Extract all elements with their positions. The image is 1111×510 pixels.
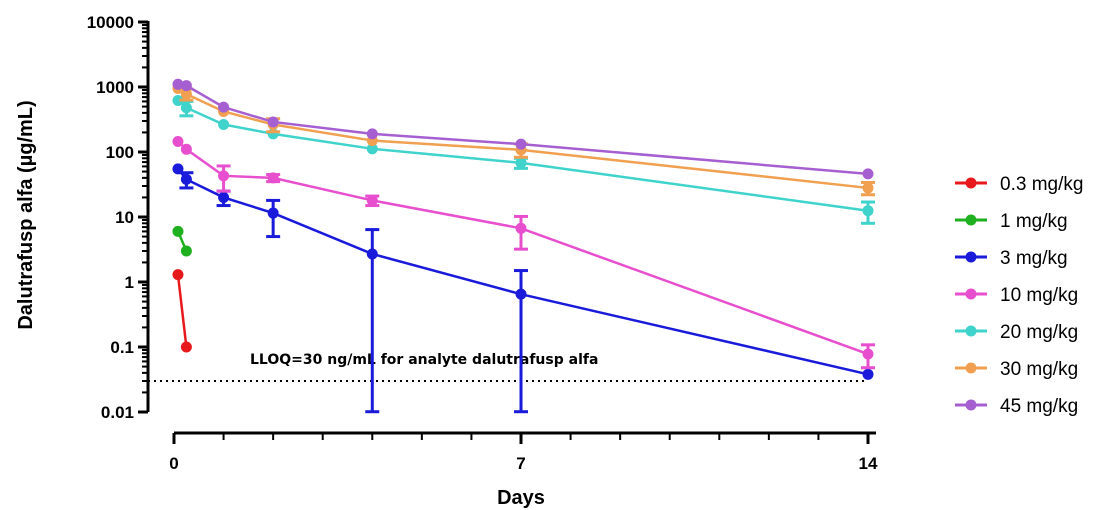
legend-item: 1 mg/kg — [955, 211, 1068, 232]
data-point — [218, 170, 230, 182]
legend: 0.3 mg/kg 1 mg/kg 3 mg/kg 10 mg/kg 20 mg/kg 3… — [955, 174, 1083, 417]
series-0.3-mg-kg — [172, 269, 192, 353]
legend-item: 20 mg/kg — [955, 322, 1078, 343]
y-tick-label: 1000 — [96, 78, 134, 97]
series-1-mg-kg — [172, 225, 192, 257]
legend-item: 0.3 mg/kg — [955, 174, 1083, 195]
series-line — [177, 99, 869, 212]
legend-label: 30 mg/kg — [1000, 359, 1078, 380]
legend-label: 1 mg/kg — [1000, 211, 1068, 232]
data-point — [515, 138, 527, 150]
data-point — [862, 168, 874, 180]
data-point — [267, 172, 279, 184]
y-tick-label: 100 — [106, 143, 134, 162]
legend-marker — [965, 214, 977, 226]
legend-item: 10 mg/kg — [955, 285, 1078, 306]
data-point — [218, 118, 230, 130]
lloq-reference: LLOQ=30 ng/mL for analyte dalutrafusp al… — [148, 352, 868, 382]
y-tick-label: 0.01 — [101, 403, 134, 422]
series-3-mg-kg — [172, 163, 874, 414]
x-tick-label: 14 — [859, 454, 878, 473]
data-point — [180, 80, 192, 92]
data-point — [267, 116, 279, 128]
data-point — [366, 143, 378, 155]
legend-label: 10 mg/kg — [1000, 285, 1078, 306]
legend-item: 30 mg/kg — [955, 359, 1078, 380]
y-tick-label: 1 — [125, 273, 134, 292]
legend-marker — [965, 325, 977, 337]
data-point — [366, 248, 378, 260]
data-point — [172, 78, 184, 90]
x-axis-title: Days — [497, 487, 545, 509]
data-point — [366, 194, 378, 206]
legend-label: 45 mg/kg — [1000, 396, 1078, 417]
series-45-mg-kg — [172, 78, 874, 180]
series-20-mg-kg — [172, 94, 875, 225]
legend-marker — [965, 362, 977, 374]
y-axis-title: Dalutrafusp alfa (µg/mL) — [15, 100, 37, 329]
data-point — [180, 143, 192, 155]
data-point — [862, 205, 874, 217]
legend-label: 3 mg/kg — [1000, 248, 1068, 269]
axes: 0.01 0.1 1 10 100 1000 10000 0 7 14 — [87, 13, 878, 473]
y-tick-label: 0.1 — [110, 338, 134, 357]
data-point — [180, 102, 192, 114]
series-10-mg-kg — [172, 136, 875, 370]
data-point — [366, 128, 378, 140]
data-point — [862, 348, 874, 360]
data-point — [515, 157, 527, 169]
legend-marker — [965, 288, 977, 300]
data-point — [180, 245, 192, 257]
data-point — [172, 269, 184, 281]
data-point — [862, 182, 874, 194]
legend-marker — [965, 399, 977, 411]
data-point — [180, 341, 192, 353]
y-tick-label: 10000 — [87, 13, 134, 32]
legend-label: 0.3 mg/kg — [1000, 174, 1083, 195]
data-point — [218, 101, 230, 113]
legend-item: 3 mg/kg — [955, 248, 1068, 269]
data-point — [515, 222, 527, 234]
data-point — [862, 368, 874, 380]
legend-marker — [965, 251, 977, 263]
x-tick-label: 0 — [169, 454, 178, 473]
data-point — [218, 191, 230, 203]
legend-label: 20 mg/kg — [1000, 322, 1078, 343]
data-point — [180, 173, 192, 185]
data-point — [172, 94, 184, 106]
data-point — [172, 225, 184, 237]
y-tick-label: 10 — [115, 208, 134, 227]
legend-item: 45 mg/kg — [955, 396, 1078, 417]
data-point — [172, 136, 184, 148]
data-point — [267, 207, 279, 219]
series-group — [172, 78, 875, 414]
legend-marker — [965, 177, 977, 189]
data-point — [180, 88, 192, 100]
x-tick-label: 7 — [516, 454, 525, 473]
data-point — [515, 288, 527, 300]
series-line — [176, 274, 188, 348]
lloq-label: LLOQ=30 ng/mL for analyte dalutrafusp al… — [250, 352, 598, 368]
series-line — [177, 87, 869, 190]
